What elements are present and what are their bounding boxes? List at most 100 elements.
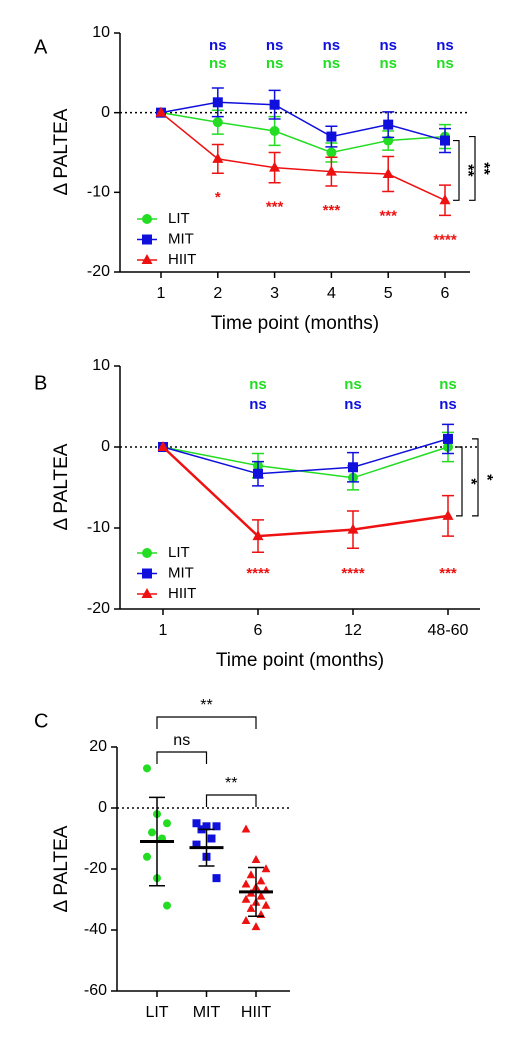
marker	[192, 819, 201, 828]
legend-label: LIT	[168, 210, 190, 227]
marker	[148, 828, 156, 837]
y-tick-label: -60	[84, 982, 107, 999]
x-tick-label: HIIT	[241, 1004, 271, 1021]
y-tick-label: 0	[98, 799, 107, 816]
significance-label: ns	[379, 37, 397, 54]
marker	[163, 901, 171, 910]
y-tick-label: 20	[89, 738, 107, 755]
marker	[326, 147, 337, 158]
significance-label: ****	[341, 565, 365, 582]
significance-label: ns	[439, 376, 457, 393]
marker	[439, 194, 451, 205]
legend-marker	[142, 234, 152, 245]
marker	[348, 462, 358, 473]
marker	[155, 106, 167, 117]
legend-marker	[142, 214, 152, 224]
marker	[269, 125, 280, 136]
x-tick-label: MIT	[193, 1004, 221, 1021]
marker	[261, 900, 271, 909]
marker	[241, 916, 251, 925]
significance-label: ***	[323, 202, 341, 219]
legend-label: HIIT	[168, 585, 196, 602]
legend-label: MIT	[168, 564, 194, 581]
comparison-label: *	[462, 478, 479, 485]
comparison-bracket	[472, 438, 479, 517]
significance-label: ns	[379, 55, 397, 72]
y-tick-label: -10	[87, 184, 110, 201]
x-tick-label: 1	[159, 622, 168, 639]
marker	[253, 468, 263, 479]
marker	[212, 117, 223, 128]
marker	[246, 870, 256, 879]
legend-marker	[141, 254, 153, 264]
marker	[212, 152, 224, 163]
significance-label: ns	[249, 396, 267, 413]
marker	[443, 433, 453, 444]
marker	[269, 99, 280, 110]
significance-label: ****	[246, 565, 270, 582]
comparison-bracket	[205, 794, 257, 807]
panel-letter: B	[34, 372, 47, 394]
significance-label: ns	[323, 55, 341, 72]
x-axis-title: Time point (months)	[211, 313, 379, 334]
significance-label: ***	[439, 565, 457, 582]
series-line	[160, 111, 446, 154]
legend-marker	[142, 548, 152, 558]
comparison-bracket	[469, 135, 476, 201]
series-line	[160, 101, 446, 142]
comparison-label: **	[459, 164, 476, 177]
comparison-bracket	[156, 716, 257, 729]
legend-label: LIT	[168, 544, 190, 561]
significance-label: ns	[209, 37, 227, 54]
y-tick-label: 0	[101, 438, 110, 455]
x-tick-label: 6	[254, 622, 263, 639]
significance-label: ns	[439, 396, 457, 413]
marker	[241, 894, 251, 903]
marker	[212, 97, 223, 108]
significance-label: ***	[379, 208, 397, 225]
y-tick-label: -40	[84, 921, 107, 938]
y-tick-label: -20	[87, 263, 110, 280]
significance-label: ns	[266, 55, 284, 72]
marker	[251, 922, 261, 931]
marker	[383, 119, 394, 130]
comparison-label: **	[225, 775, 237, 792]
series-line	[162, 446, 449, 479]
marker	[440, 135, 450, 146]
marker	[252, 530, 264, 541]
y-tick-label: 0	[101, 104, 110, 121]
y-tick-label: 10	[92, 357, 110, 374]
y-tick-label: -20	[84, 860, 107, 877]
legend-marker	[142, 568, 152, 579]
marker	[382, 168, 394, 179]
x-tick-label: 1	[157, 285, 166, 302]
marker	[326, 131, 337, 142]
significance-label: ns	[323, 37, 341, 54]
marker	[192, 840, 201, 849]
significance-label: ****	[433, 231, 457, 248]
legend-label: MIT	[168, 230, 194, 247]
comparison-label: **	[200, 697, 212, 714]
significance-label: ***	[266, 199, 284, 216]
x-tick-label: 6	[441, 285, 450, 302]
marker	[202, 822, 211, 831]
series-line	[162, 446, 449, 538]
marker	[212, 822, 221, 831]
comparison-label: ns	[173, 732, 190, 749]
marker	[251, 855, 261, 864]
significance-label: ns	[344, 396, 362, 413]
significance-label: ns	[209, 55, 227, 72]
marker	[143, 764, 151, 773]
comparison-label: **	[475, 162, 492, 175]
significance-label: ns	[266, 37, 284, 54]
x-tick-label: 48-60	[428, 622, 469, 639]
legend-marker	[141, 588, 153, 598]
significance-label: *	[215, 189, 221, 206]
y-axis-title: Δ PALTEA	[51, 108, 72, 195]
y-axis-title: Δ PALTEA	[51, 443, 72, 530]
series-line	[160, 112, 446, 201]
marker	[269, 161, 281, 172]
marker	[442, 509, 454, 520]
marker	[212, 874, 221, 883]
